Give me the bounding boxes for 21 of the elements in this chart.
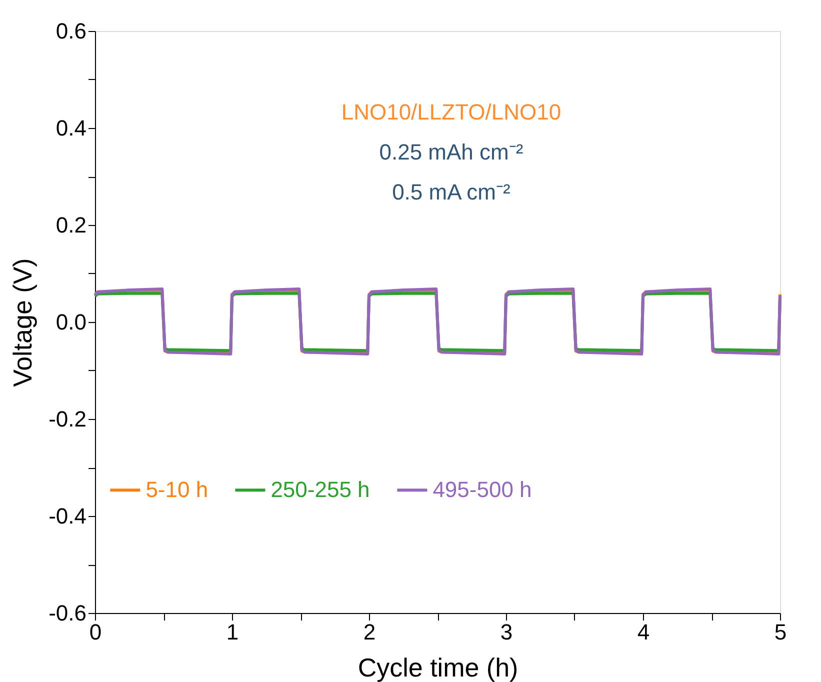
y-axis-title: Voltage (V) bbox=[8, 258, 38, 387]
y-tick-label: 0.0 bbox=[56, 310, 86, 334]
legend-label: 250-255 h bbox=[270, 477, 370, 502]
legend-label: 495-500 h bbox=[432, 477, 532, 502]
y-tick-label: 0.6 bbox=[56, 18, 86, 44]
y-tick-label: 0.2 bbox=[56, 212, 86, 238]
x-axis-title: Cycle time (h) bbox=[358, 652, 518, 682]
x-tick-label: 0 bbox=[89, 620, 102, 644]
y-tick-label: 0.4 bbox=[56, 116, 86, 140]
annotation: 0.25 mAh cm⁻² bbox=[379, 139, 524, 164]
y-tick-label: -0.6 bbox=[48, 600, 86, 626]
y-tick-label: -0.2 bbox=[48, 406, 86, 432]
annotation: LNO10/LLZTO/LNO10 bbox=[341, 99, 562, 124]
x-tick-label: 3 bbox=[500, 620, 513, 644]
x-tick-label: 1 bbox=[226, 620, 239, 644]
x-tick-label: 4 bbox=[637, 620, 650, 644]
legend-label: 5-10 h bbox=[146, 477, 208, 502]
annotation: 0.5 mA cm⁻² bbox=[392, 179, 510, 204]
x-tick-label: 2 bbox=[363, 620, 376, 644]
x-tick-label: 5 bbox=[774, 620, 787, 644]
y-tick-label: -0.4 bbox=[48, 504, 86, 528]
